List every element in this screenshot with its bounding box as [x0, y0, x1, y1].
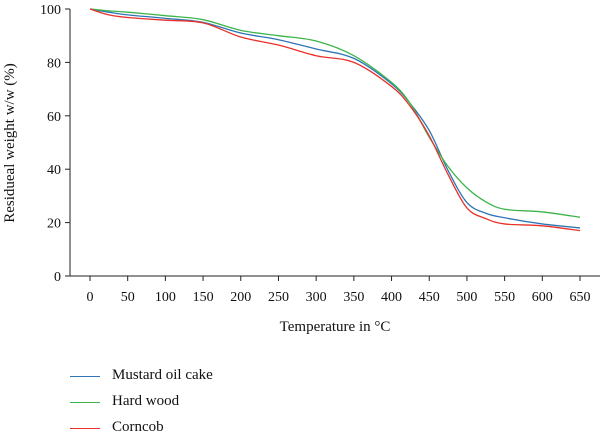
legend-swatch	[70, 401, 100, 403]
x-tick-label: 150	[193, 290, 214, 305]
legend-swatch	[70, 427, 100, 429]
x-tick-label: 200	[230, 290, 251, 305]
legend-swatch	[70, 375, 100, 377]
x-tick-label: 250	[268, 290, 289, 305]
legend-item: Corncob	[70, 414, 213, 440]
x-tick-label: 100	[155, 290, 176, 305]
x-tick-label: 600	[532, 290, 553, 305]
x-tick-label: 300	[306, 290, 327, 305]
y-tick-label: 60	[47, 110, 61, 125]
x-tick-label: 500	[456, 290, 477, 305]
y-tick-label: 20	[47, 217, 61, 232]
x-tick-label: 350	[343, 290, 364, 305]
series-line	[89, 8, 581, 218]
y-tick-label: 40	[47, 163, 61, 178]
legend-label: Mustard oil cake	[112, 366, 213, 383]
series-line	[89, 8, 581, 232]
x-tick-label: 0	[87, 290, 94, 305]
y-tick-label: 80	[47, 56, 61, 71]
x-tick-label: 450	[419, 290, 440, 305]
y-tick-label: 0	[54, 270, 61, 285]
legend-item: Hard wood	[70, 388, 213, 414]
legend-label: Hard wood	[112, 392, 180, 409]
legend-item: Mustard oil cake	[70, 362, 213, 388]
y-axis-title: Residueal weight w/w (%)	[2, 63, 18, 223]
x-tick-label: 400	[381, 290, 402, 305]
legend-label: Corncob	[112, 418, 164, 435]
legend: Mustard oil cake Hard wood Corncob	[70, 362, 213, 440]
x-tick-label: 650	[570, 290, 591, 305]
x-axis-title: Temperature in °C	[280, 319, 391, 335]
x-tick-label: 550	[494, 290, 515, 305]
y-tick-label: 100	[40, 3, 61, 18]
x-tick-label: 50	[121, 290, 135, 305]
series-line	[89, 8, 581, 229]
